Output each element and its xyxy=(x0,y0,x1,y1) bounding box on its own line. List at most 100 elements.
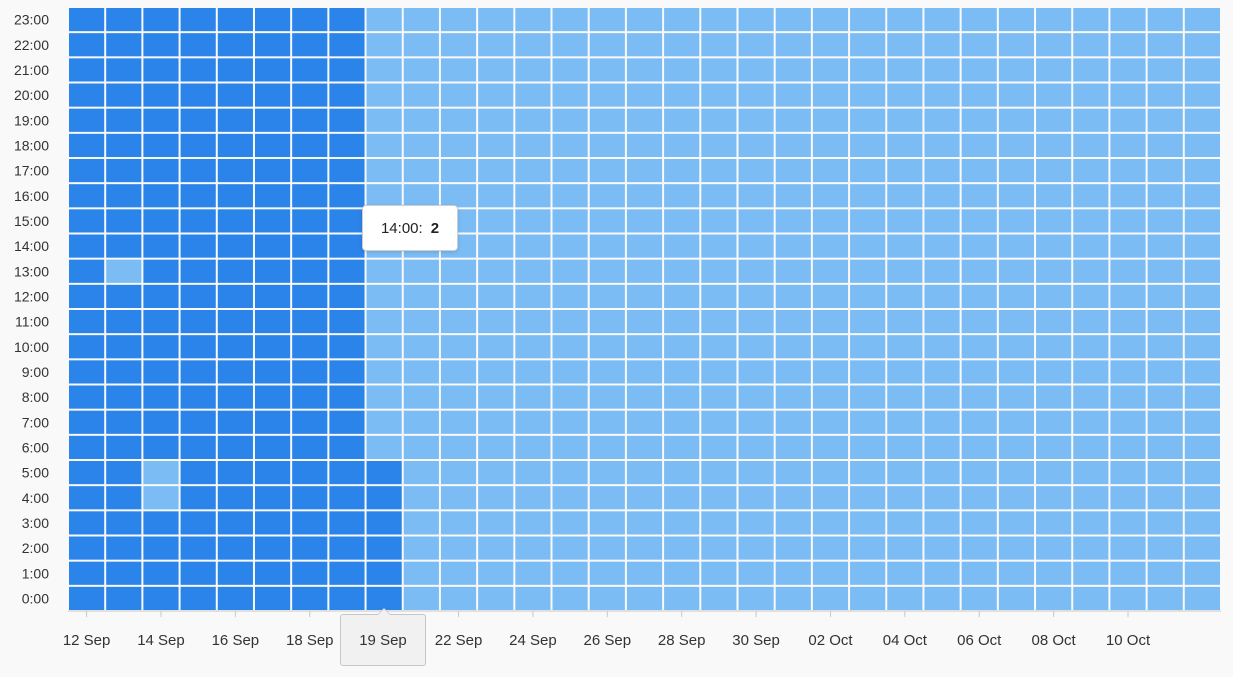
heatmap-cell[interactable] xyxy=(701,385,737,409)
heatmap-cell[interactable] xyxy=(1036,335,1072,359)
heatmap-cell[interactable] xyxy=(292,360,328,384)
heatmap-cell[interactable] xyxy=(180,511,216,535)
heatmap-cell[interactable] xyxy=(515,586,551,610)
heatmap-cell[interactable] xyxy=(924,159,960,183)
heatmap-cell[interactable] xyxy=(1147,133,1183,157)
heatmap-cell[interactable] xyxy=(1184,360,1220,384)
heatmap-cell[interactable] xyxy=(69,536,105,560)
heatmap-cell[interactable] xyxy=(1073,159,1109,183)
heatmap-cell[interactable] xyxy=(775,209,811,233)
heatmap-cell[interactable] xyxy=(738,536,774,560)
heatmap-cell[interactable] xyxy=(440,284,477,308)
heatmap-cell[interactable] xyxy=(961,310,997,334)
heatmap-cell[interactable] xyxy=(254,461,291,485)
heatmap-cell[interactable] xyxy=(701,234,737,258)
heatmap-cell[interactable] xyxy=(366,385,402,409)
heatmap-cell[interactable] xyxy=(738,259,774,283)
heatmap-cell[interactable] xyxy=(1073,410,1109,434)
heatmap-cell[interactable] xyxy=(701,435,737,459)
heatmap-cell[interactable] xyxy=(738,83,774,107)
heatmap-cell[interactable] xyxy=(887,486,923,510)
heatmap-cell[interactable] xyxy=(775,284,811,308)
heatmap-cell[interactable] xyxy=(440,133,477,157)
heatmap-cell[interactable] xyxy=(217,335,253,359)
heatmap-cell[interactable] xyxy=(143,133,179,157)
heatmap-cell[interactable] xyxy=(626,410,663,434)
heatmap-cell[interactable] xyxy=(1036,586,1072,610)
heatmap-cell[interactable] xyxy=(552,410,588,434)
heatmap-cell[interactable] xyxy=(738,159,774,183)
heatmap-cell[interactable] xyxy=(664,511,700,535)
heatmap-cell[interactable] xyxy=(850,310,886,334)
heatmap-cell[interactable] xyxy=(69,83,105,107)
heatmap-cell[interactable] xyxy=(589,184,625,208)
heatmap-cell[interactable] xyxy=(626,335,663,359)
heatmap-cell[interactable] xyxy=(217,159,253,183)
heatmap-cell[interactable] xyxy=(664,335,700,359)
heatmap-cell[interactable] xyxy=(329,335,365,359)
heatmap-cell[interactable] xyxy=(775,58,811,82)
heatmap-cell[interactable] xyxy=(664,83,700,107)
heatmap-cell[interactable] xyxy=(1073,234,1109,258)
heatmap-cell[interactable] xyxy=(217,184,253,208)
heatmap-cell[interactable] xyxy=(1110,8,1146,32)
heatmap-cell[interactable] xyxy=(775,83,811,107)
heatmap-cell[interactable] xyxy=(292,58,328,82)
heatmap-cell[interactable] xyxy=(329,461,365,485)
heatmap-cell[interactable] xyxy=(329,108,365,132)
heatmap-cell[interactable] xyxy=(589,385,625,409)
heatmap-cell[interactable] xyxy=(69,33,105,57)
heatmap-cell[interactable] xyxy=(1073,133,1109,157)
heatmap-cell[interactable] xyxy=(961,58,997,82)
heatmap-cell[interactable] xyxy=(850,8,886,32)
heatmap-cell[interactable] xyxy=(1147,410,1183,434)
heatmap-cell[interactable] xyxy=(664,184,700,208)
heatmap-cell[interactable] xyxy=(664,234,700,258)
heatmap-cell[interactable] xyxy=(1184,159,1220,183)
heatmap-cell[interactable] xyxy=(292,83,328,107)
heatmap-cell[interactable] xyxy=(440,184,477,208)
heatmap-cell[interactable] xyxy=(478,108,514,132)
heatmap-cell[interactable] xyxy=(478,586,514,610)
heatmap-cell[interactable] xyxy=(366,486,402,510)
heatmap-cell[interactable] xyxy=(998,259,1035,283)
heatmap-cell[interactable] xyxy=(552,234,588,258)
heatmap-cell[interactable] xyxy=(998,511,1035,535)
heatmap-cell[interactable] xyxy=(626,184,663,208)
heatmap-cell[interactable] xyxy=(738,133,774,157)
heatmap-cell[interactable] xyxy=(403,511,439,535)
heatmap-cell[interactable] xyxy=(701,83,737,107)
heatmap-cell[interactable] xyxy=(812,586,849,610)
heatmap-cell[interactable] xyxy=(403,108,439,132)
heatmap-cell[interactable] xyxy=(1073,33,1109,57)
heatmap-cell[interactable] xyxy=(69,284,105,308)
heatmap-cell[interactable] xyxy=(664,108,700,132)
heatmap-cell[interactable] xyxy=(1184,385,1220,409)
heatmap-cell[interactable] xyxy=(180,486,216,510)
heatmap-cell[interactable] xyxy=(478,184,514,208)
heatmap-cell[interactable] xyxy=(143,586,179,610)
heatmap-cell[interactable] xyxy=(998,435,1035,459)
heatmap-cell[interactable] xyxy=(254,83,291,107)
heatmap-cell[interactable] xyxy=(1184,461,1220,485)
heatmap-cell[interactable] xyxy=(887,586,923,610)
heatmap-cell[interactable] xyxy=(217,209,253,233)
heatmap-cell[interactable] xyxy=(254,536,291,560)
heatmap-cell[interactable] xyxy=(1036,209,1072,233)
heatmap-cell[interactable] xyxy=(1147,33,1183,57)
heatmap-cell[interactable] xyxy=(812,184,849,208)
heatmap-cell[interactable] xyxy=(478,259,514,283)
heatmap-cell[interactable] xyxy=(254,561,291,585)
heatmap-cell[interactable] xyxy=(850,360,886,384)
heatmap-cell[interactable] xyxy=(180,586,216,610)
heatmap-cell[interactable] xyxy=(515,108,551,132)
heatmap-cell[interactable] xyxy=(106,461,142,485)
heatmap-cell[interactable] xyxy=(887,58,923,82)
heatmap-cell[interactable] xyxy=(589,310,625,334)
heatmap-cell[interactable] xyxy=(738,561,774,585)
heatmap-cell[interactable] xyxy=(69,8,105,32)
heatmap-cell[interactable] xyxy=(106,58,142,82)
heatmap-cell[interactable] xyxy=(403,159,439,183)
heatmap-cell[interactable] xyxy=(924,133,960,157)
heatmap-cell[interactable] xyxy=(440,33,477,57)
